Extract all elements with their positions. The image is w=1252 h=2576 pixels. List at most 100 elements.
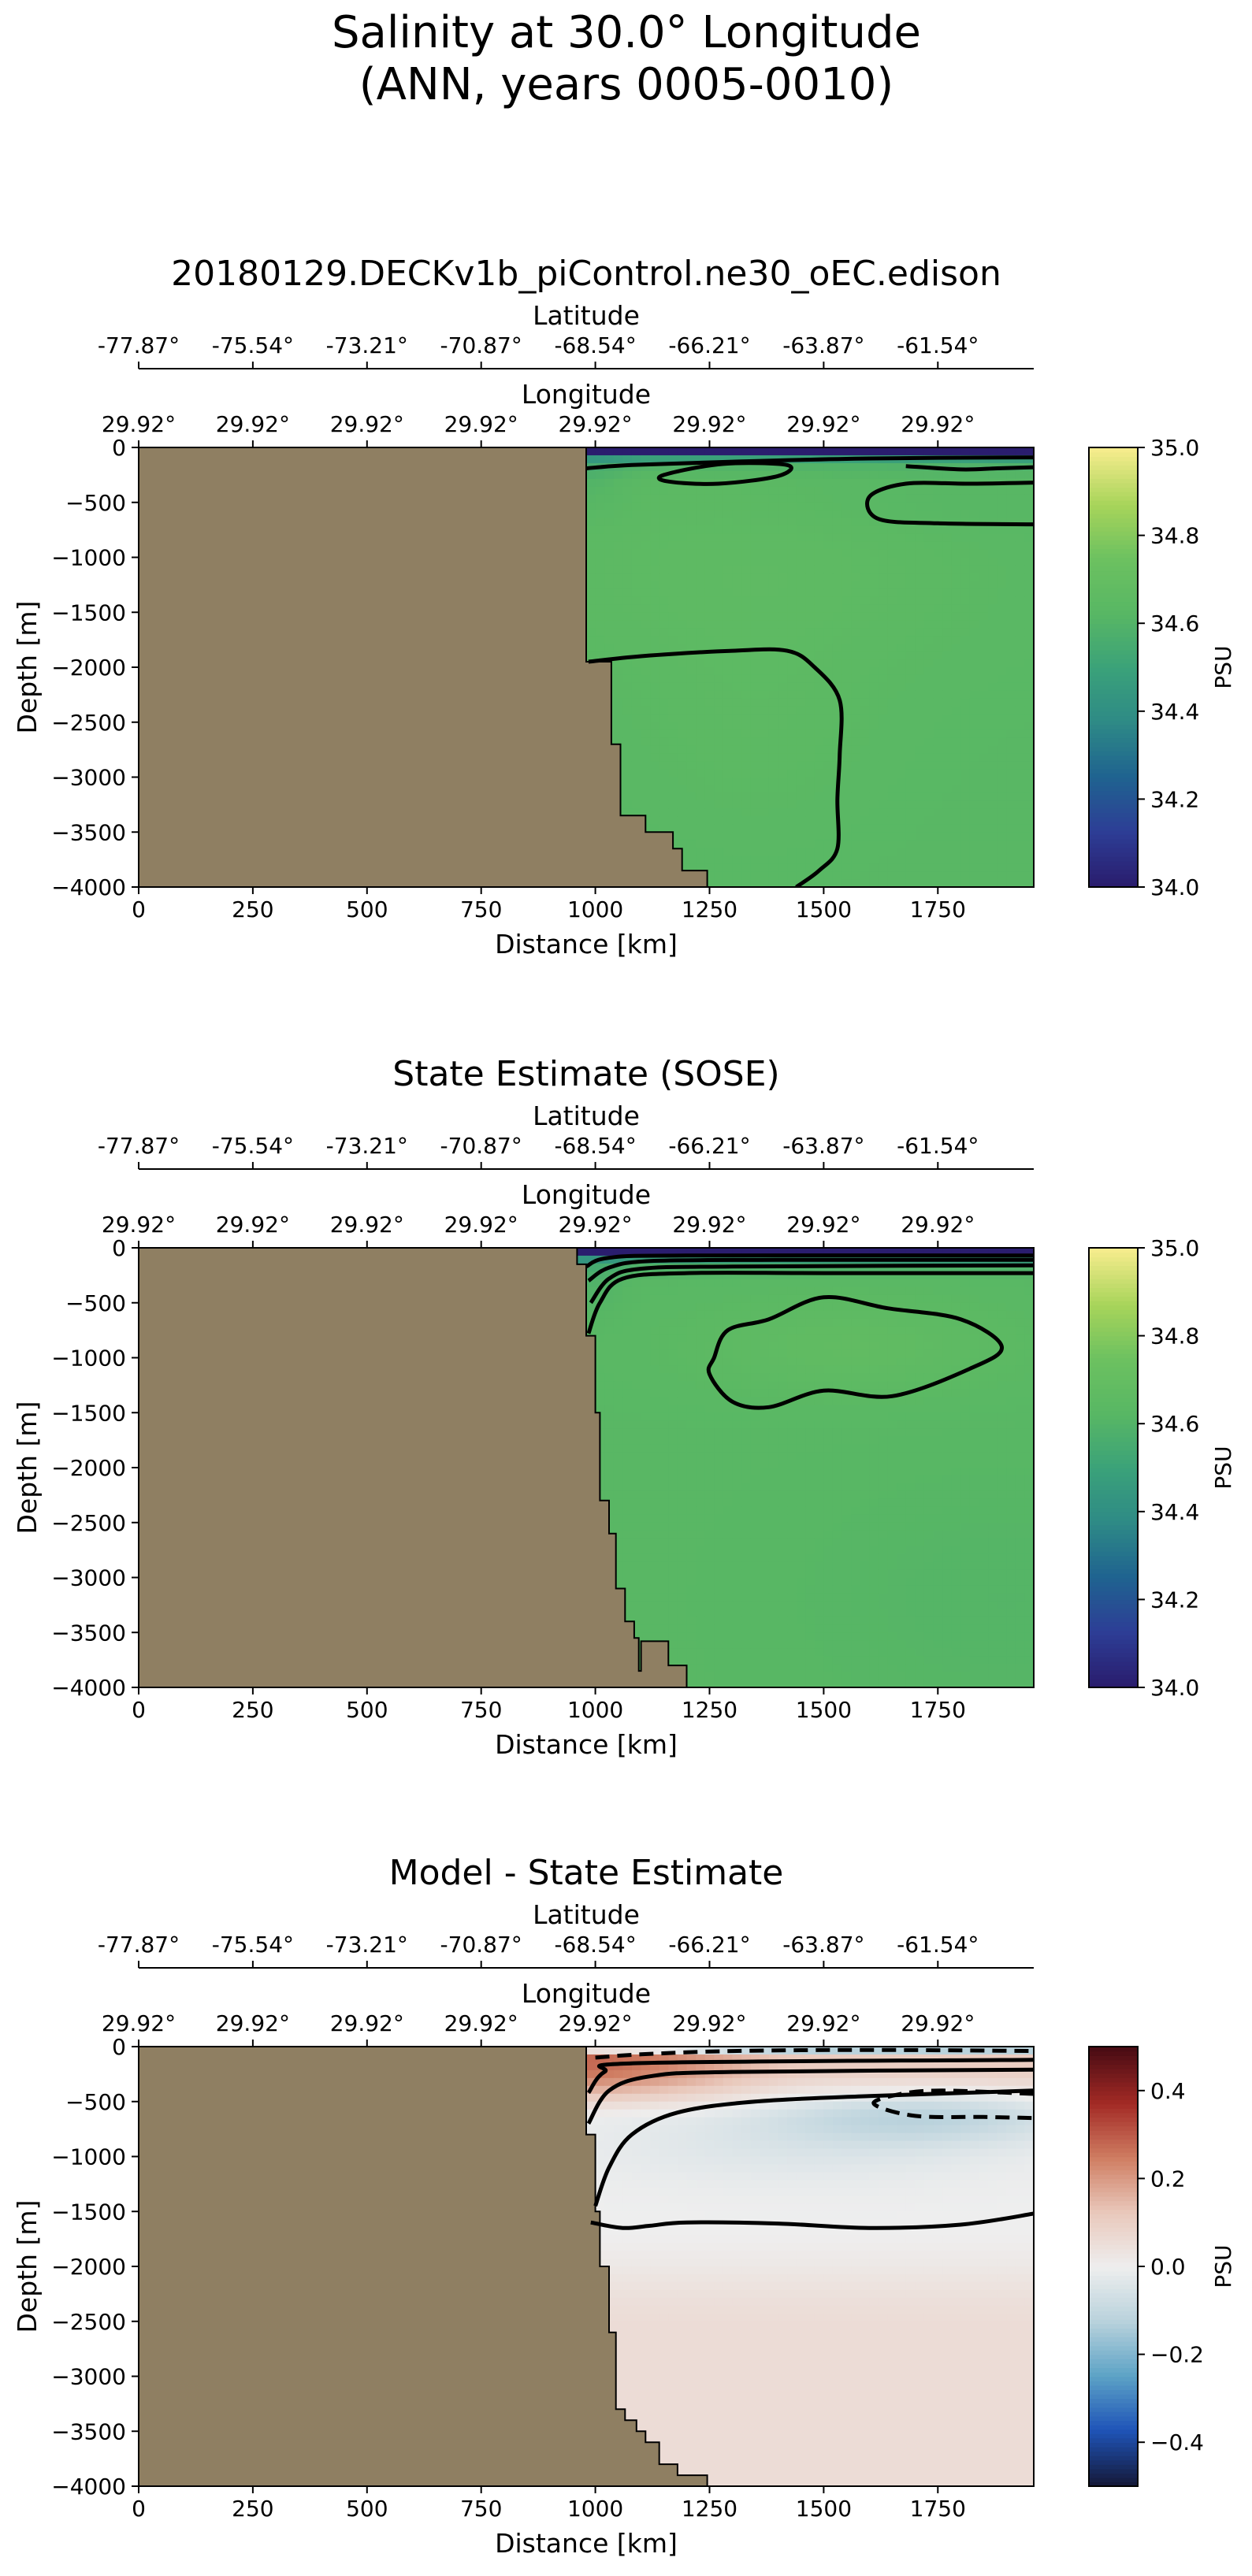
field-cell	[787, 777, 797, 786]
field-cell	[741, 667, 752, 676]
field-cell	[897, 573, 907, 582]
field-cell	[631, 455, 642, 464]
field-cell	[704, 596, 715, 606]
field-cell	[686, 816, 697, 826]
field-cell	[787, 565, 797, 574]
field-cell	[760, 698, 770, 707]
field-cell	[732, 549, 742, 559]
field-cell	[723, 722, 734, 731]
field-cell	[768, 714, 779, 723]
field-cell	[933, 581, 943, 590]
field-cell	[988, 722, 998, 731]
field-cell	[933, 486, 943, 496]
field-cell	[768, 651, 779, 660]
field-cell	[979, 714, 989, 723]
field-cell	[869, 816, 879, 826]
field-cell	[622, 690, 633, 700]
field-cell	[1024, 565, 1034, 574]
field-cell	[887, 565, 897, 574]
field-cell	[878, 777, 889, 786]
field-cell	[604, 455, 615, 464]
field-cell	[841, 682, 852, 692]
field-cell	[732, 581, 742, 590]
field-cell	[696, 714, 706, 723]
field-cell	[796, 541, 806, 551]
field-cell	[1024, 777, 1034, 786]
field-cell	[714, 549, 724, 559]
field-cell	[942, 824, 953, 833]
field-cell	[704, 549, 715, 559]
field-cell	[915, 706, 925, 715]
field-cell	[677, 557, 688, 566]
field-cell	[951, 644, 962, 652]
field-cell	[768, 494, 779, 503]
field-cell	[841, 808, 852, 818]
field-cell	[1006, 722, 1016, 731]
field-cell	[988, 533, 998, 543]
field-cell	[823, 840, 834, 848]
field-cell	[1015, 706, 1026, 715]
field-cell	[814, 651, 825, 660]
field-cell	[704, 470, 715, 480]
field-cell	[760, 840, 770, 848]
field-cell	[768, 737, 779, 747]
field-cell	[805, 777, 815, 786]
field-cell	[805, 698, 815, 707]
field-cell	[696, 604, 706, 614]
field-cell	[677, 753, 688, 763]
field-cell	[823, 541, 834, 551]
field-cell	[668, 470, 678, 480]
field-cell	[796, 706, 806, 715]
field-cell	[723, 667, 734, 676]
field-cell	[613, 644, 624, 652]
field-cell	[869, 761, 879, 770]
field-cell	[841, 667, 852, 676]
field-cell	[905, 557, 916, 566]
field-cell	[732, 525, 742, 535]
field-cell	[741, 628, 752, 637]
field-cell	[851, 557, 861, 566]
field-cell	[1006, 573, 1016, 582]
field-cell	[969, 824, 980, 833]
field-cell	[1024, 502, 1034, 511]
field-cell	[905, 698, 916, 707]
field-cell	[641, 620, 651, 629]
field-cell	[686, 588, 697, 598]
field-cell	[1006, 636, 1016, 644]
field-cell	[988, 832, 998, 841]
field-cell	[696, 840, 706, 848]
field-cell	[979, 651, 989, 660]
field-cell	[714, 722, 724, 731]
field-cell	[860, 698, 871, 707]
field-cell	[714, 659, 724, 668]
field-cell	[805, 808, 815, 818]
field-cell	[923, 682, 934, 692]
field-cell	[988, 557, 998, 566]
field-cell	[650, 470, 660, 480]
field-cell	[650, 777, 660, 786]
field-cell	[841, 604, 852, 614]
field-cell	[988, 541, 998, 551]
field-cell	[586, 541, 596, 551]
field-cell	[905, 808, 916, 818]
field-cell	[650, 588, 660, 598]
field-cell	[814, 816, 825, 826]
field-cell	[723, 462, 734, 472]
field-cell	[969, 510, 980, 519]
field-cell	[768, 667, 779, 676]
field-cell	[915, 502, 925, 511]
field-cell	[787, 644, 797, 652]
field-cell	[696, 832, 706, 841]
field-cell	[814, 706, 825, 715]
field-cell	[951, 690, 962, 700]
field-cell	[878, 565, 889, 574]
field-cell	[787, 470, 797, 480]
field-cell	[823, 478, 834, 488]
field-cell	[897, 541, 907, 551]
field-cell	[988, 769, 998, 778]
field-cell	[942, 644, 953, 652]
field-cell	[778, 722, 788, 731]
field-cell	[878, 628, 889, 637]
field-cell	[704, 840, 715, 848]
field-cell	[796, 494, 806, 503]
